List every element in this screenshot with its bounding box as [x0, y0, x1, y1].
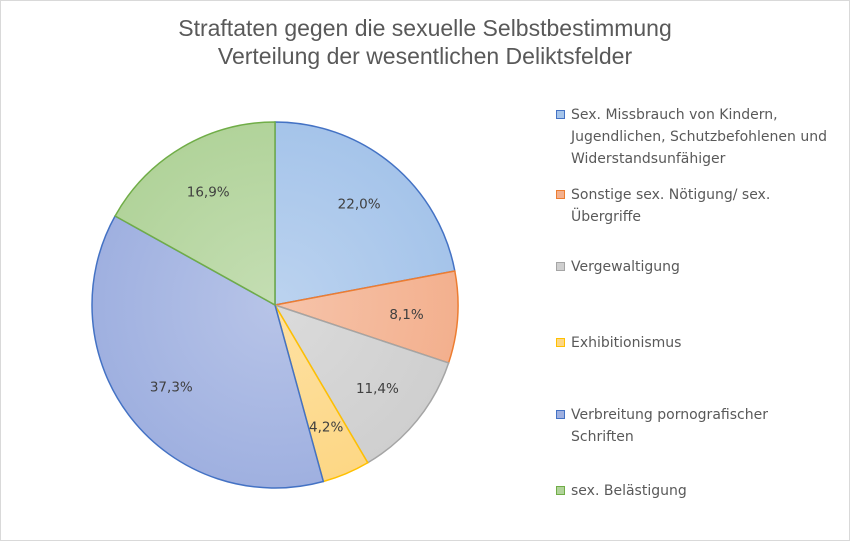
- legend-label: Sonstige sex. Nötigung/ sex. Übergriffe: [571, 187, 771, 225]
- pie-slice-1[interactable]: [274, 121, 456, 306]
- legend-label: sex. Belästigung: [571, 483, 687, 499]
- data-label-1: 22,0%: [338, 197, 381, 213]
- legend-swatch: [556, 338, 565, 347]
- data-label-5: 37,3%: [150, 379, 193, 395]
- legend-swatch: [556, 110, 565, 119]
- pie-slice-3[interactable]: [273, 303, 450, 464]
- data-label-3: 11,4%: [356, 381, 399, 397]
- legend-swatch: [556, 410, 565, 419]
- data-label-4: 4,2%: [309, 419, 343, 435]
- chart-title: Straftaten gegen die sexuelle Selbstbest…: [0, 14, 850, 70]
- data-label-6: 16,9%: [187, 184, 230, 200]
- legend-swatch: [556, 262, 565, 271]
- legend-swatch: [556, 486, 565, 495]
- legend-label: Verbreitung pornografischer Schriften: [571, 407, 768, 445]
- legend-label: Sex. Missbrauch von Kindern, Jugendliche…: [571, 107, 827, 167]
- legend-label: Vergewaltigung: [571, 259, 680, 275]
- pie-slice-5[interactable]: [91, 214, 325, 489]
- legend-label: Exhibitionismus: [571, 335, 682, 351]
- data-label-2: 8,1%: [389, 307, 423, 323]
- pie-slice-2[interactable]: [272, 270, 459, 364]
- legend-swatch: [556, 190, 565, 199]
- pie-slice-6[interactable]: [114, 121, 276, 307]
- chart-title-line1: Straftaten gegen die sexuelle Selbstbest…: [178, 15, 672, 41]
- chart-title-line2: Verteilung der wesentlichen Deliktsfelde…: [217, 43, 633, 69]
